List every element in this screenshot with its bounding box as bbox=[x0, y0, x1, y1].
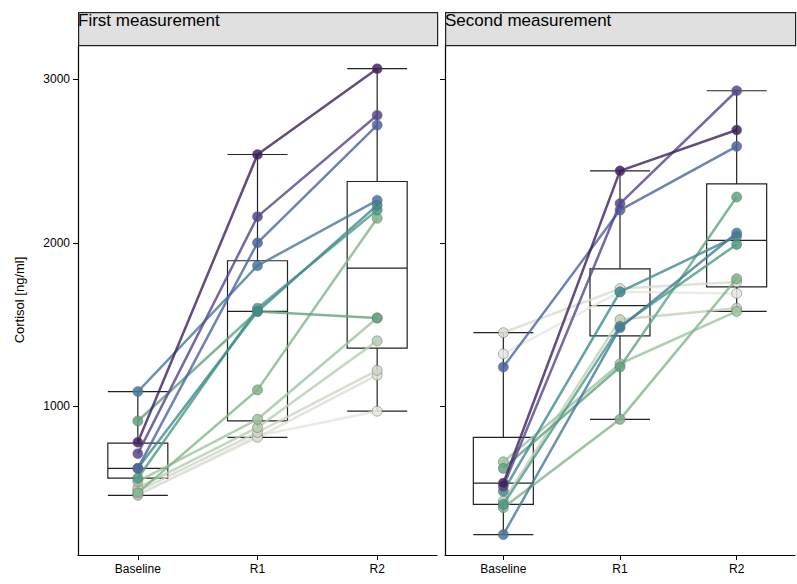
svg-text:Baseline: Baseline bbox=[480, 562, 526, 576]
svg-text:1000: 1000 bbox=[43, 399, 70, 413]
svg-text:Cortisol [ng/ml]: Cortisol [ng/ml] bbox=[12, 257, 27, 344]
svg-text:R2: R2 bbox=[369, 562, 385, 576]
svg-text:3000: 3000 bbox=[43, 72, 70, 86]
svg-text:First measurement: First measurement bbox=[78, 11, 220, 30]
svg-text:R2: R2 bbox=[729, 562, 745, 576]
svg-text:Baseline: Baseline bbox=[115, 562, 161, 576]
svg-text:R1: R1 bbox=[612, 562, 628, 576]
svg-text:2000: 2000 bbox=[43, 236, 70, 250]
svg-text:Second measurement: Second measurement bbox=[445, 11, 612, 30]
svg-text:R1: R1 bbox=[250, 562, 266, 576]
